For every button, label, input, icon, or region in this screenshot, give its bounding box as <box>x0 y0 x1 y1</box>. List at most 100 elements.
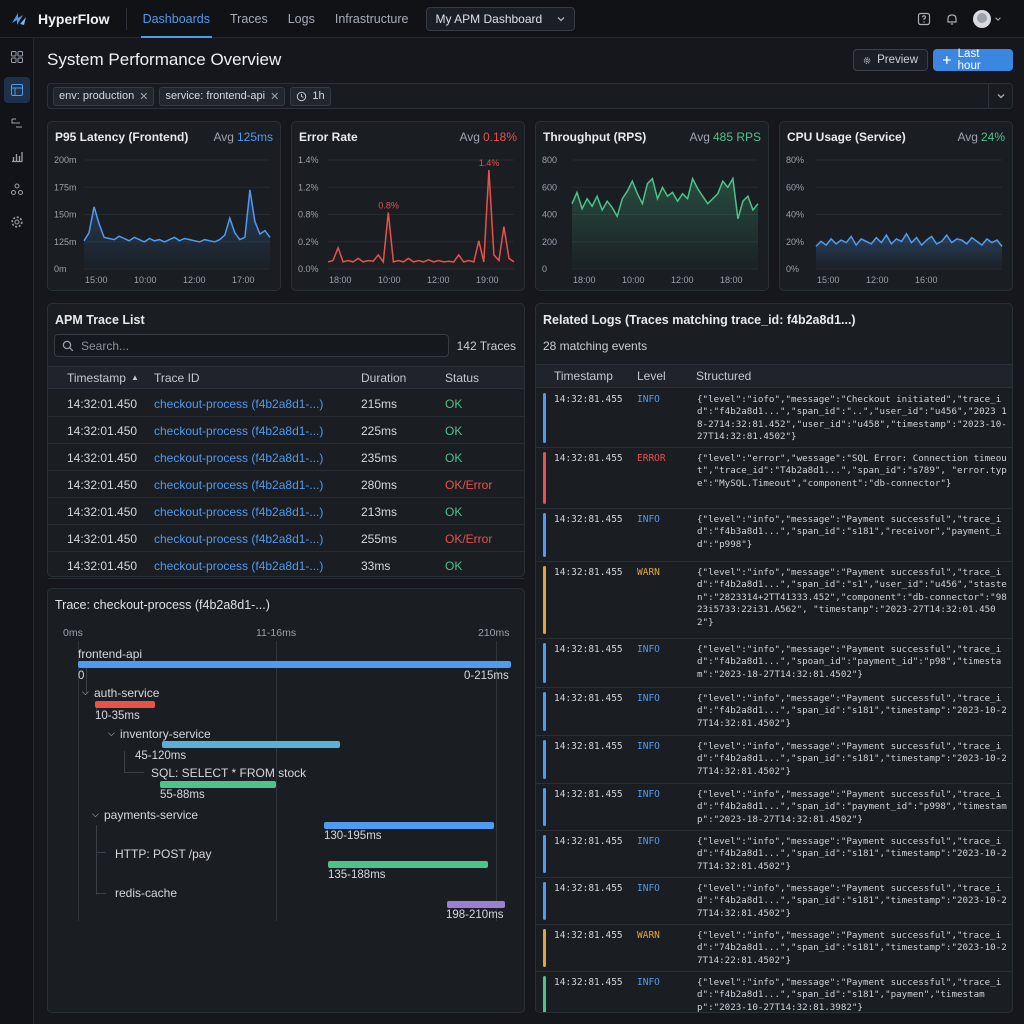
log-row[interactable]: 14:32:81.455 INFO {"level":"info","message… <box>536 639 1012 688</box>
span-label[interactable]: SQL: SELECT * FROM stock <box>151 766 307 780</box>
bar-chart-icon[interactable] <box>4 143 30 169</box>
close-icon[interactable]: ✕ <box>270 90 280 103</box>
time-chip[interactable]: 1h <box>290 86 331 106</box>
nav-tab-logs[interactable]: Logs <box>287 11 315 26</box>
table-row[interactable]: 14:32:01.450 checkout-process (f4b2a8d1-.… <box>48 552 524 579</box>
search-input[interactable] <box>81 338 421 353</box>
preview-button[interactable]: Preview <box>853 49 928 71</box>
services-icon[interactable] <box>4 176 30 202</box>
log-level: INFO <box>637 644 660 655</box>
user-menu[interactable] <box>973 9 1002 28</box>
log-row[interactable]: 14:32:81.455 INFO {"level":"info","message… <box>536 972 1012 1012</box>
chevron-down-icon[interactable]: ⌵ <box>92 809 99 819</box>
avg-value: 485 RPS <box>712 130 761 144</box>
trace-search[interactable] <box>54 334 449 357</box>
span-label[interactable]: payments-service <box>104 808 199 822</box>
cell-duration: 213ms <box>361 505 398 519</box>
span-label[interactable]: HTTP: POST /pay <box>115 847 212 861</box>
span-bar-payments-service[interactable] <box>324 822 494 829</box>
span-time: 45-120ms <box>135 750 187 762</box>
time-range-button[interactable]: Last hour <box>933 48 1013 72</box>
col-structured[interactable]: Structured <box>696 369 752 383</box>
span-bar-sql[interactable] <box>160 781 276 788</box>
log-row[interactable]: 14:32:81.455 ERROR {"level":"error","wessa… <box>536 448 1012 509</box>
filter-expand[interactable] <box>988 84 1012 108</box>
filter-chip-env[interactable]: env: production ✕ <box>53 86 155 106</box>
logs-count: 28 matching events <box>543 339 648 353</box>
log-row[interactable]: 14:32:81.455 WARN {"level":"info","message… <box>536 562 1012 639</box>
nav-tab-dashboards[interactable]: Dashboards <box>133 0 220 38</box>
cell-trace-id-link[interactable]: checkout-process (f4b2a8d1-...) <box>154 424 324 438</box>
cell-trace-id-link[interactable]: checkout-process (f4b2a8d1-...) <box>154 532 324 546</box>
log-row[interactable]: 14:32:81.455 INFO {"level":"info","message… <box>536 736 1012 784</box>
cell-trace-id-link[interactable]: checkout-process (f4b2a8d1-...) <box>154 478 324 492</box>
apps-grid-icon[interactable] <box>4 44 30 70</box>
col-trace-id[interactable]: Trace ID <box>154 371 200 385</box>
log-row[interactable]: 14:32:81.455 INFO {"level":"info","message… <box>536 688 1012 736</box>
y-tick-label: 0m <box>54 264 67 274</box>
bell-icon[interactable] <box>945 12 959 26</box>
x-tick-label: 10:00 <box>378 275 401 285</box>
log-row[interactable]: 14:32:81.455 INFO {"level":"info","message… <box>536 831 1012 878</box>
sort-asc-icon[interactable]: ▲ <box>131 373 139 382</box>
log-message: {"level":"info","message":"Payment succe… <box>697 741 1007 777</box>
traces-icon[interactable] <box>4 110 30 136</box>
log-row[interactable]: 14:32:81.455 WARN {"level":"info","message… <box>536 925 1012 972</box>
help-icon[interactable] <box>917 12 931 26</box>
chevron-down-icon[interactable]: ⌵ <box>108 728 115 738</box>
log-level: INFO <box>637 789 660 800</box>
span-label[interactable]: auth-service <box>94 686 160 700</box>
throughput-chart: 800 600 400 200 0 18:00 10:00 12:00 18:00 <box>542 155 759 285</box>
cell-status: OK <box>445 397 463 411</box>
span-bar-redis-cache[interactable] <box>447 901 505 908</box>
col-level[interactable]: Level <box>637 369 666 383</box>
gear-icon[interactable] <box>4 209 30 235</box>
trace-count: 142 Traces <box>456 339 516 353</box>
tree-connector <box>86 665 96 693</box>
close-icon[interactable]: ✕ <box>139 90 149 103</box>
span-label[interactable]: frontend-api <box>78 647 143 661</box>
span-bar-frontend-api[interactable] <box>78 661 511 668</box>
table-row[interactable]: 14:32:01.450 checkout-process (f4b2a8d1-.… <box>48 390 524 417</box>
cell-trace-id-link[interactable]: checkout-process (f4b2a8d1-...) <box>154 397 324 411</box>
y-tick-label: 150m <box>54 210 77 220</box>
log-row[interactable]: 14:32:81.455 INFO {"level":"info","message… <box>536 784 1012 831</box>
log-level: WARN <box>637 930 660 941</box>
cell-status: OK <box>445 559 463 573</box>
col-duration[interactable]: Duration <box>361 371 407 385</box>
log-level-indicator <box>543 566 546 634</box>
gridline <box>496 641 497 921</box>
log-row[interactable]: 14:32:81.455 INFO {"level":"iofo","message… <box>536 389 1012 448</box>
span-label[interactable]: redis-cache <box>115 886 178 900</box>
dashboard-select[interactable]: My APM Dashboard <box>426 6 576 31</box>
dashboard-icon[interactable] <box>4 77 30 103</box>
chevron-down-icon[interactable]: ⌵ <box>82 687 89 697</box>
log-row[interactable]: 14:32:81.455 INFO {"level":"info","message… <box>536 878 1012 925</box>
table-row[interactable]: 14:32:01.450 checkout-process (f4b2a8d1-.… <box>48 471 524 498</box>
log-row[interactable]: 14:32:81.455 INFO {"level":"info","message… <box>536 509 1012 562</box>
cell-trace-id-link[interactable]: checkout-process (f4b2a8d1-...) <box>154 559 324 573</box>
nav-tab-infrastructure[interactable]: Infrastructure <box>334 11 409 26</box>
x-tick-label: 10:00 <box>622 275 645 285</box>
col-timestamp[interactable]: Timestamp <box>67 371 126 385</box>
table-row[interactable]: 14:32:01.450 checkout-process (f4b2a8d1-.… <box>48 498 524 525</box>
span-bar-inventory-service[interactable] <box>162 741 340 748</box>
span-bar-auth-service[interactable] <box>95 701 155 708</box>
y-tick-label: 20% <box>786 237 804 247</box>
filter-chip-service[interactable]: service: frontend-api ✕ <box>159 86 286 106</box>
table-row[interactable]: 14:32:01.450 checkout-process (f4b2a8d1-.… <box>48 417 524 444</box>
col-timestamp[interactable]: Timestamp <box>554 369 613 383</box>
table-row[interactable]: 14:32:01.450 checkout-process (f4b2a8d1-.… <box>48 525 524 552</box>
nav-tab-traces[interactable]: Traces <box>229 11 268 26</box>
y-tick-label: 600 <box>542 182 557 192</box>
col-status[interactable]: Status <box>445 371 480 385</box>
cell-trace-id-link[interactable]: checkout-process (f4b2a8d1-...) <box>154 505 324 519</box>
log-level: ERROR <box>637 453 666 464</box>
series-line <box>571 176 759 220</box>
span-label[interactable]: inventory-service <box>120 727 211 741</box>
cell-trace-id-link[interactable]: checkout-process (f4b2a8d1-...) <box>154 451 324 465</box>
table-row[interactable]: 14:32:01.450 checkout-process (f4b2a8d1-.… <box>48 444 524 471</box>
span-bar-http-post[interactable] <box>328 861 488 868</box>
trace-list-panel: APM Trace List 142 Traces Timestamp ▲ Tr… <box>47 303 525 579</box>
hyperflow-logo-icon[interactable] <box>0 0 38 38</box>
